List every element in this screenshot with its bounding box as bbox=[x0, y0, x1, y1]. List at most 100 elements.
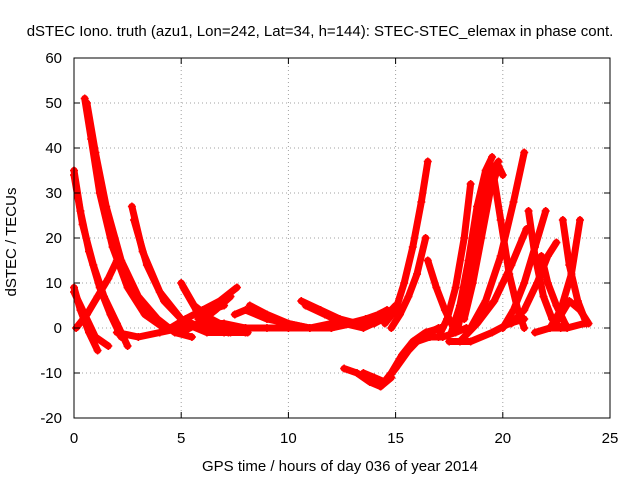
data-point bbox=[498, 324, 507, 332]
data-point bbox=[155, 328, 164, 337]
data-point bbox=[198, 319, 207, 328]
series-arc-32 bbox=[460, 162, 507, 323]
data-point bbox=[520, 315, 529, 323]
y-tick-label: 20 bbox=[45, 230, 62, 247]
data-point bbox=[460, 234, 469, 242]
series-arc-25 bbox=[380, 157, 432, 328]
data-point bbox=[498, 171, 507, 179]
data-point bbox=[359, 324, 368, 332]
data-point bbox=[537, 252, 546, 260]
data-point bbox=[177, 328, 186, 337]
data-point bbox=[202, 328, 211, 337]
data-point bbox=[187, 333, 196, 341]
data-point bbox=[417, 198, 426, 206]
data-point bbox=[230, 310, 239, 319]
data-point bbox=[520, 306, 529, 314]
data-point bbox=[383, 306, 392, 314]
data-point bbox=[241, 324, 250, 332]
data-point bbox=[153, 315, 162, 323]
data-point bbox=[340, 364, 349, 373]
series-line bbox=[70, 288, 112, 350]
data-point bbox=[520, 148, 529, 157]
data-point bbox=[104, 274, 113, 283]
data-point bbox=[241, 306, 250, 314]
data-point bbox=[466, 180, 475, 188]
data-point bbox=[104, 342, 113, 350]
data-point bbox=[558, 216, 567, 224]
data-point bbox=[262, 324, 271, 332]
series-arc-43 bbox=[554, 297, 593, 328]
data-point bbox=[488, 153, 497, 161]
data-point bbox=[398, 351, 407, 359]
data-point bbox=[374, 310, 383, 319]
data-point bbox=[327, 324, 336, 332]
data-point bbox=[443, 315, 452, 323]
data-point bbox=[93, 346, 102, 355]
data-point bbox=[370, 373, 379, 382]
series-arc-35 bbox=[466, 148, 529, 332]
series-arc-29 bbox=[434, 180, 475, 341]
data-point bbox=[530, 328, 539, 337]
series-line bbox=[70, 171, 132, 350]
data-point bbox=[194, 315, 203, 323]
data-point bbox=[453, 324, 462, 332]
data-point bbox=[320, 310, 329, 319]
data-point bbox=[301, 301, 310, 310]
data-point bbox=[380, 319, 389, 328]
y-tick-label: 30 bbox=[45, 185, 62, 202]
data-point bbox=[434, 333, 443, 341]
data-point bbox=[344, 319, 353, 328]
data-point bbox=[488, 328, 497, 337]
y-tick-label: 0 bbox=[54, 320, 62, 337]
data-point bbox=[468, 279, 477, 287]
data-point bbox=[575, 216, 584, 224]
data-point bbox=[262, 310, 271, 319]
data-point bbox=[421, 234, 430, 242]
x-tick-label: 25 bbox=[602, 430, 619, 447]
data-point bbox=[445, 337, 454, 346]
series-arc-39 bbox=[507, 238, 561, 328]
data-point bbox=[496, 252, 505, 260]
data-point bbox=[580, 319, 589, 328]
series-arc-30 bbox=[447, 153, 497, 337]
data-point bbox=[142, 261, 151, 269]
data-point bbox=[305, 324, 314, 332]
y-tick-label: 50 bbox=[45, 95, 62, 112]
data-point bbox=[552, 238, 561, 247]
data-point bbox=[466, 324, 475, 332]
x-tick-label: 5 bbox=[177, 430, 185, 447]
data-point bbox=[82, 99, 91, 107]
data-point bbox=[408, 243, 417, 251]
data-point bbox=[134, 292, 143, 301]
data-point bbox=[539, 292, 548, 301]
data-point bbox=[207, 306, 216, 314]
data-point bbox=[220, 319, 229, 328]
data-point bbox=[485, 189, 494, 197]
data-point bbox=[160, 297, 169, 305]
data-point bbox=[404, 292, 413, 301]
data-point bbox=[387, 324, 396, 332]
data-point bbox=[400, 279, 409, 287]
data-point bbox=[496, 216, 505, 224]
data-point bbox=[423, 157, 432, 166]
data-point bbox=[226, 328, 235, 337]
data-point bbox=[78, 220, 87, 229]
x-axis-label: GPS time / hours of day 036 of year 2014 bbox=[202, 458, 478, 475]
data-point bbox=[181, 315, 190, 323]
y-tick-label: -10 bbox=[40, 365, 62, 382]
series-line bbox=[302, 302, 400, 332]
data-point bbox=[82, 310, 91, 319]
x-tick-label: 20 bbox=[494, 430, 511, 447]
data-point bbox=[507, 319, 516, 328]
data-point bbox=[509, 306, 518, 314]
data-point bbox=[575, 306, 584, 314]
series-line bbox=[381, 158, 432, 327]
y-tick-label: 40 bbox=[45, 140, 62, 157]
data-point bbox=[395, 310, 404, 319]
data-point bbox=[520, 279, 529, 287]
data-point bbox=[541, 207, 550, 215]
data-point bbox=[93, 292, 102, 301]
data-point bbox=[524, 207, 533, 215]
data-point bbox=[232, 283, 241, 292]
data-point bbox=[130, 216, 139, 224]
